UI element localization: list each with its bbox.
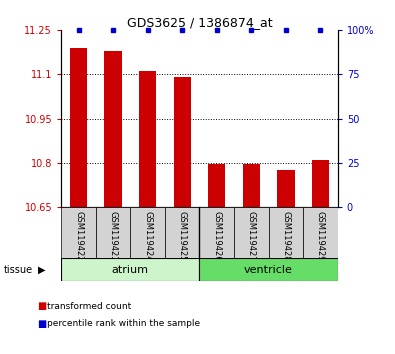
Bar xyxy=(104,51,122,207)
Bar xyxy=(199,207,234,258)
Title: GDS3625 / 1386874_at: GDS3625 / 1386874_at xyxy=(127,16,272,29)
Text: tissue: tissue xyxy=(4,265,33,275)
Bar xyxy=(269,207,303,258)
Bar xyxy=(199,258,338,281)
Text: GSM119427: GSM119427 xyxy=(247,211,256,262)
Bar xyxy=(139,72,156,207)
Bar xyxy=(165,207,199,258)
Bar xyxy=(70,48,87,207)
Bar xyxy=(303,207,338,258)
Bar xyxy=(61,258,199,281)
Text: GSM119422: GSM119422 xyxy=(74,211,83,262)
Bar xyxy=(130,207,165,258)
Bar xyxy=(312,160,329,207)
Text: GSM119424: GSM119424 xyxy=(143,211,152,262)
Text: GSM119425: GSM119425 xyxy=(178,211,187,262)
Text: GSM119429: GSM119429 xyxy=(316,211,325,262)
Bar xyxy=(61,207,96,258)
Text: ■: ■ xyxy=(37,301,46,311)
Text: percentile rank within the sample: percentile rank within the sample xyxy=(47,319,201,329)
Text: ventricle: ventricle xyxy=(244,265,293,275)
Text: GSM119426: GSM119426 xyxy=(212,211,221,262)
Bar xyxy=(173,77,191,207)
Text: GSM119423: GSM119423 xyxy=(109,211,118,262)
Bar xyxy=(96,207,130,258)
Text: transformed count: transformed count xyxy=(47,302,132,311)
Text: ■: ■ xyxy=(37,319,46,329)
Text: GSM119428: GSM119428 xyxy=(281,211,290,262)
Bar xyxy=(243,164,260,207)
Text: ▶: ▶ xyxy=(38,265,45,275)
Bar xyxy=(277,170,295,207)
Text: atrium: atrium xyxy=(112,265,149,275)
Bar xyxy=(208,164,226,207)
Bar xyxy=(234,207,269,258)
